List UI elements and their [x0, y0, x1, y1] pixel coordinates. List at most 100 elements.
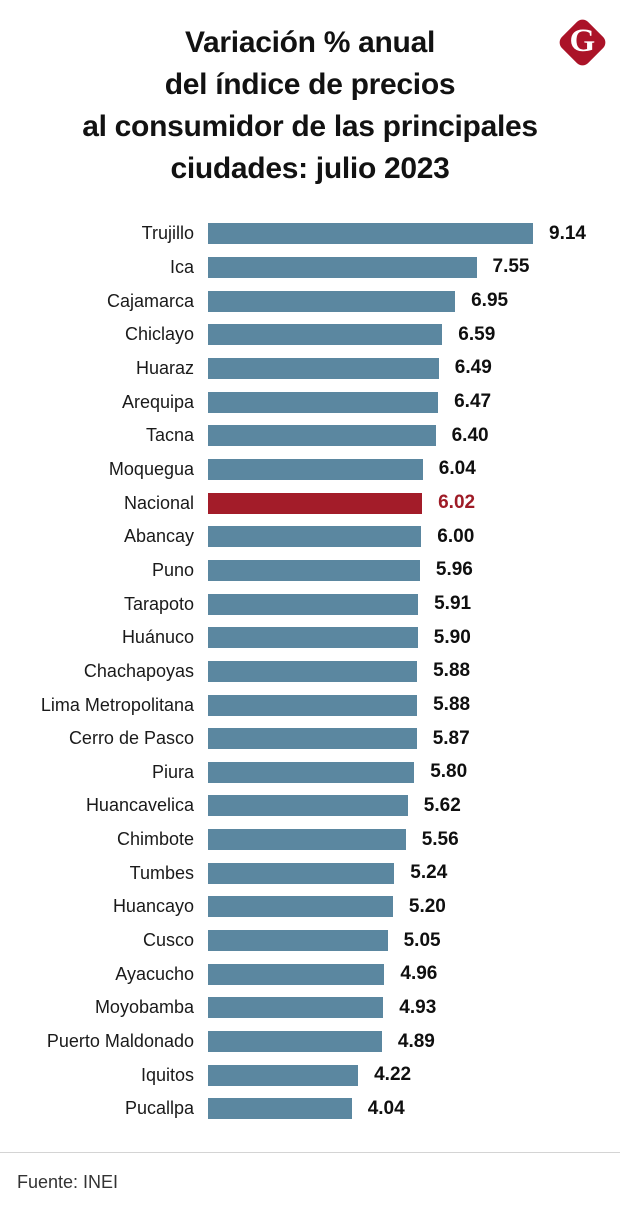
logo-diamond-icon: G	[555, 15, 609, 69]
header: Variación % anual del índice de precios …	[0, 0, 620, 190]
bar-label: Huánuco	[121, 627, 194, 648]
bar	[208, 660, 418, 682]
chart-row: Chiclayo 6.59	[0, 318, 620, 352]
bar-label: Arequipa	[121, 391, 194, 412]
bar-value: 5.96	[435, 559, 473, 581]
chart-row: Piura 5.80	[0, 756, 620, 790]
bar	[208, 694, 418, 716]
bar-value: 5.24	[410, 862, 448, 884]
bar-value: 5.05	[403, 929, 441, 951]
bar-value: 4.89	[397, 1030, 435, 1052]
bar-value: 4.04	[367, 1097, 405, 1119]
bar-label: Piura	[151, 761, 194, 782]
chart-row: Ayacucho 4.96	[0, 957, 620, 991]
bar	[208, 391, 439, 413]
bar	[208, 425, 436, 447]
bar-value: 7.55	[492, 256, 530, 278]
bar-value: 5.88	[433, 694, 471, 716]
chart-row: Tacna 6.40	[0, 419, 620, 453]
bar-label: Cusco	[142, 930, 194, 951]
bar	[208, 290, 456, 312]
bar-value: 5.91	[434, 593, 472, 615]
chart-row: Huancavelica 5.62	[0, 789, 620, 823]
chart-row: Moyobamba 4.93	[0, 991, 620, 1025]
chart-row: Chachapoyas 5.88	[0, 655, 620, 689]
bar-highlight	[208, 492, 423, 514]
bar-chart: Trujillo 9.14 Ica 7.55 Cajamarca 6.95 Chiclayo…	[0, 217, 620, 1126]
bar-label: Tacna	[145, 425, 194, 446]
bar-label: Moyobamba	[94, 997, 194, 1018]
chart-row: Puno 5.96	[0, 554, 620, 588]
page-title: Variación % anual del índice de precios …	[5, 22, 615, 190]
bar-value: 6.02	[438, 492, 476, 514]
bar-value: 5.90	[433, 626, 471, 648]
footer-divider	[0, 1152, 620, 1153]
chart-row: Abancay 6.00	[0, 520, 620, 554]
bar	[208, 896, 393, 918]
bar-value: 5.87	[432, 727, 470, 749]
bar	[208, 795, 408, 817]
title-line-4: ciudades: julio 2023	[170, 152, 450, 185]
bar-label: Chiclayo	[124, 324, 194, 345]
bar-rows: Trujillo 9.14 Ica 7.55 Cajamarca 6.95 Chiclayo…	[0, 217, 620, 1126]
bar	[208, 829, 406, 851]
bar-value: 6.49	[454, 357, 492, 379]
chart-row: Lima Metropolitana 5.88	[0, 688, 620, 722]
bar	[208, 559, 420, 581]
bar	[208, 593, 419, 615]
bar	[208, 627, 418, 649]
bar-value: 5.56	[421, 828, 459, 850]
bar	[208, 223, 533, 245]
bar	[208, 458, 423, 480]
bar-label: Huancavelica	[85, 795, 194, 816]
bar-label: Cerro de Pasco	[68, 728, 194, 749]
bar-value: 4.93	[399, 996, 437, 1018]
chart-row: Tumbes 5.24	[0, 856, 620, 890]
chart-row: Pucallpa 4.04	[0, 1092, 620, 1126]
chart-row: Cerro de Pasco 5.87	[0, 722, 620, 756]
bar-label: Nacional	[123, 492, 194, 513]
bar	[208, 526, 422, 548]
bar-value: 5.62	[423, 794, 461, 816]
bar-label: Tumbes	[129, 862, 194, 883]
chart-row: Nacional 6.02	[0, 486, 620, 520]
bar-label: Moquegua	[108, 458, 194, 479]
bar	[208, 761, 415, 783]
logo-letter: G	[569, 21, 595, 58]
bar-label: Pucallpa	[124, 1098, 194, 1119]
bar-label: Chimbote	[116, 829, 194, 850]
bar	[208, 357, 439, 379]
bar-value: 5.88	[433, 660, 471, 682]
bar-label: Trujillo	[141, 223, 194, 244]
bar-label: Chachapoyas	[83, 660, 194, 681]
bar-label: Tarapoto	[123, 593, 194, 614]
bar	[208, 1064, 359, 1086]
source-label: Fuente: INEI	[17, 1172, 119, 1192]
chart-row: Trujillo 9.14	[0, 217, 620, 251]
chart-row: Cusco 5.05	[0, 924, 620, 958]
title-line-3: al consumidor de las principales	[82, 110, 538, 143]
bar	[208, 963, 385, 985]
bar	[208, 1031, 382, 1053]
bar-label: Lima Metropolitana	[40, 694, 194, 715]
bar-label: Puerto Maldonado	[46, 1031, 194, 1052]
title-line-1: Variación % anual	[184, 26, 435, 59]
bar	[208, 862, 395, 884]
chart-row: Huaraz 6.49	[0, 352, 620, 386]
bar-value: 6.95	[471, 290, 509, 312]
bar-value: 4.96	[400, 963, 438, 985]
bar	[208, 930, 388, 952]
bar-label: Huaraz	[135, 357, 194, 378]
bar	[208, 728, 417, 750]
chart-row: Iquitos 4.22	[0, 1058, 620, 1092]
chart-row: Chimbote 5.56	[0, 823, 620, 857]
bar-label: Abancay	[123, 526, 194, 547]
chart-row: Puerto Maldonado 4.89	[0, 1025, 620, 1059]
bar-label: Puno	[151, 559, 194, 580]
footer: Fuente: INEI	[0, 1152, 620, 1193]
bar-label: Huancayo	[112, 896, 194, 917]
bar	[208, 256, 477, 278]
chart-row: Cajamarca 6.95	[0, 284, 620, 318]
bar-value: 6.40	[451, 424, 489, 446]
chart-row: Huánuco 5.90	[0, 621, 620, 655]
